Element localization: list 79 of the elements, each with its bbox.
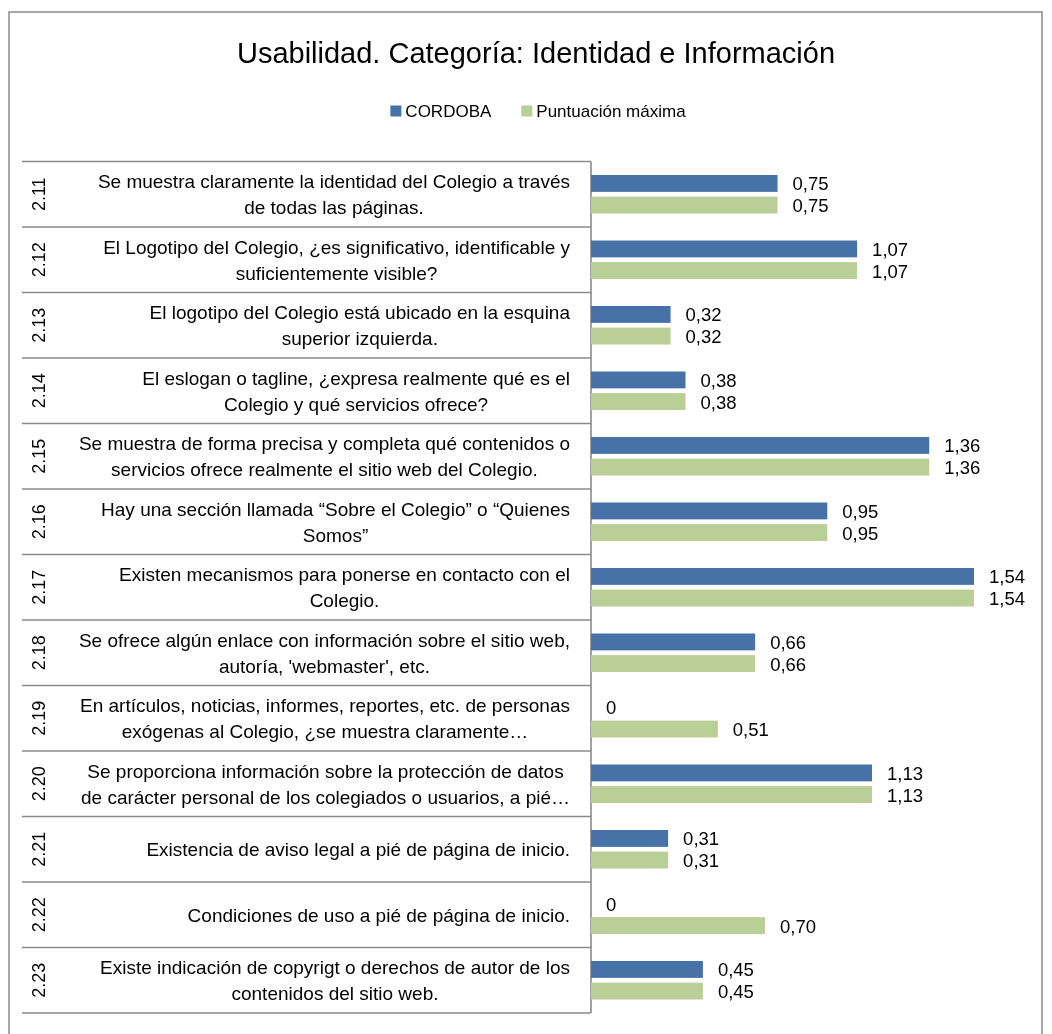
data-label: 0,31 [683, 849, 720, 871]
bar [591, 830, 669, 847]
bar [591, 961, 703, 978]
y2-tick-label: 2.23 [28, 962, 49, 998]
bar [591, 196, 778, 214]
y2-tick-label: 2.17 [28, 569, 49, 605]
y2-tick-label: 2.11 [28, 177, 49, 212]
bar [591, 327, 671, 345]
data-label: 0,45 [717, 958, 754, 980]
data-label: 0,31 [683, 827, 720, 849]
data-label: 0,66 [770, 653, 807, 675]
bar [591, 568, 974, 585]
y-tick-label: Existencia de aviso legal a pié de página de inicio. [146, 838, 570, 860]
bar [591, 458, 930, 476]
data-label: 0,51 [732, 718, 769, 740]
data-label: 0,38 [700, 369, 737, 391]
bar [591, 982, 703, 1000]
bar [591, 589, 974, 607]
bar [591, 502, 828, 520]
y-tick-label: Se muestra de forma precisa y completa qué contenidos o servicios ofrece realmente el sitio web del Colegio. [78, 432, 571, 480]
y-tick-label: Existen mecanismos para ponerse en contacto con el Colegio. [119, 563, 571, 611]
y-tick-label: Hay una sección llamada “Sobre el Colegio” o “Quienes Somos” [101, 498, 570, 546]
data-label: 1,13 [887, 762, 924, 784]
y-tick-label: Existe indicación de copyrigt o derechos de autor de los contenidos del sitio web. [100, 956, 570, 1004]
bar [591, 240, 858, 258]
y2-tick-label: 2.12 [28, 242, 49, 278]
y-tick-label: Condiciones de uso a pié de página de inicio. [187, 904, 570, 926]
bar [591, 851, 669, 869]
y2-tick-label: 2.15 [28, 438, 49, 474]
bar [591, 262, 858, 279]
y-tick-label: El eslogan o tagline, ¿expresa realmente qué es el Colegio y qué servicios ofrece? [142, 367, 570, 415]
y-tick-label: Se proporciona información sobre la protección de datos de carácter personal de los colegiados o usuarios, a pié… [80, 760, 570, 808]
y-tick-label: En artículos, noticias, informes, reportes, etc. de personas exógenas al Colegio, ¿se muestra claramente… [79, 694, 570, 742]
data-label: 1,36 [944, 434, 981, 456]
data-label: 1,36 [944, 456, 981, 478]
data-label: 0,66 [770, 631, 807, 653]
y-tick-label: Se muestra claramente la identidad del Colegio a través de todas las páginas. [97, 170, 571, 218]
bar [591, 393, 686, 410]
y2-tick-label: 2.20 [28, 766, 49, 802]
data-label: 0,75 [792, 194, 829, 216]
y2-tick-label: 2.16 [28, 504, 49, 540]
y2-tick-label: 2.19 [28, 700, 49, 736]
y2-tick-label: 2.18 [28, 635, 49, 671]
data-label: 1,54 [989, 565, 1026, 587]
bar [591, 720, 718, 738]
y-tick-label: El logotipo del Colegio está ubicado en la esquina superior izquierda. [149, 301, 571, 349]
y2-tick-label: 2.13 [28, 307, 49, 343]
y2-tick-label: 2.14 [28, 373, 49, 409]
legend-label: Puntuación máxima [536, 101, 687, 121]
data-label: 1,07 [872, 260, 909, 282]
data-label: 0,38 [700, 391, 737, 413]
y-tick-label: El Logotipo del Colegio, ¿es significativo, identificable y suficientemente visible? [103, 236, 571, 284]
bar [591, 633, 756, 651]
bar [591, 917, 766, 934]
legend-label: CORDOBA [405, 101, 492, 121]
bar [591, 306, 671, 323]
data-label: 0,32 [685, 303, 722, 325]
chart-title: Usabilidad. Categoría: Identidad e Información [236, 37, 836, 69]
data-label: 1,13 [887, 784, 924, 806]
data-label: 0,95 [842, 500, 879, 522]
bar [591, 437, 930, 454]
bar [591, 371, 686, 389]
data-label: 0,95 [842, 522, 879, 544]
bar [591, 786, 873, 803]
data-label: 0,45 [717, 980, 754, 1002]
data-label: 0,32 [685, 325, 722, 347]
y2-tick-label: 2.22 [28, 897, 49, 933]
data-label: 1,07 [872, 238, 909, 260]
data-label: 0 [606, 893, 617, 915]
y2-tick-label: 2.21 [28, 831, 49, 867]
data-label: 0,75 [792, 172, 829, 194]
data-label: 1,54 [989, 587, 1026, 609]
data-label: 0,70 [780, 915, 817, 937]
bar [591, 524, 828, 541]
bar [591, 655, 756, 672]
data-label: 0 [606, 696, 617, 718]
bar [591, 175, 778, 192]
bar [591, 764, 873, 782]
y-tick-label: Se ofrece algún enlace con información sobre el sitio web, autoría, 'webmaster', etc. [78, 629, 571, 677]
